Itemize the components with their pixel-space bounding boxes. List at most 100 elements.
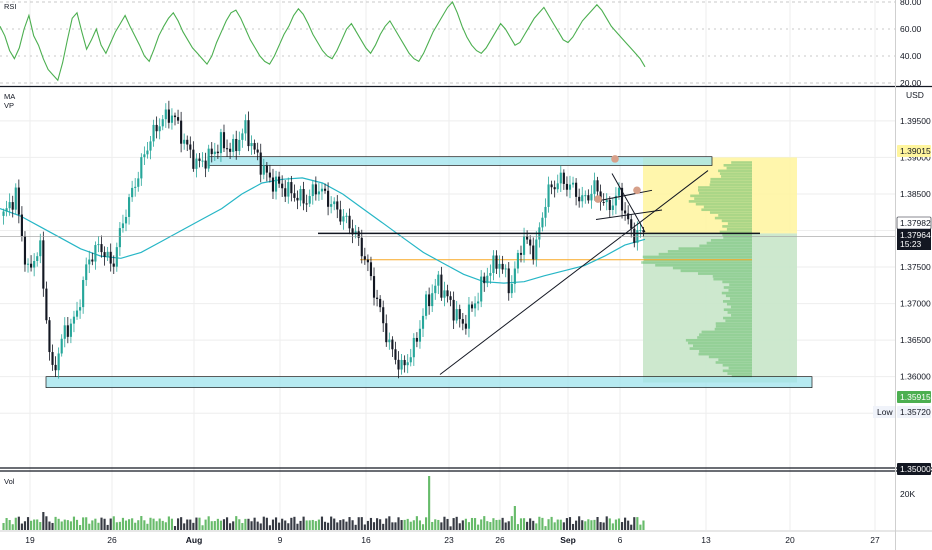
vp-bar [714, 216, 752, 220]
candle-body [345, 215, 348, 217]
volume-bar [519, 518, 523, 530]
rising-trendline[interactable] [439, 170, 709, 375]
volume-bar [51, 522, 54, 530]
time-axis[interactable]: 19 26 Aug 9 16 23 26 Sep 6 13 20 27 [25, 535, 880, 545]
volume-bar [164, 522, 167, 530]
vp-bar [723, 236, 752, 239]
volume-bar [614, 519, 617, 530]
candle-body [51, 352, 54, 365]
volume-bar [409, 521, 412, 530]
volume-bar [550, 516, 553, 530]
badge-lower-zone: 1.35915 [900, 392, 931, 402]
price-tick-label: 1.39000 [900, 152, 931, 162]
vp-bar [688, 200, 752, 203]
volume-bar [642, 520, 645, 530]
candle-body [477, 301, 480, 304]
volume-bar [391, 522, 394, 530]
volume-bar [170, 518, 174, 530]
price-pane[interactable]: MA VP [0, 92, 895, 388]
volume-bar [470, 517, 474, 530]
candle-body [633, 228, 636, 243]
vp-indicator-label[interactable]: VP [4, 101, 14, 110]
candle-body [213, 151, 216, 155]
candle-body [75, 310, 79, 317]
candle-body [336, 201, 339, 210]
vp-bar [723, 286, 752, 289]
volume-bar [327, 522, 330, 530]
badge-countdown: 15:23 [900, 239, 922, 249]
candle-body [281, 183, 284, 189]
volume-bar [2, 523, 5, 530]
volume-bar [639, 524, 642, 530]
volume-bar [281, 518, 284, 530]
volume-bar [397, 517, 400, 530]
vp-bar [721, 291, 752, 295]
volume-bar [42, 512, 45, 530]
volume-bar [360, 517, 363, 530]
candle-body [265, 165, 268, 173]
volume-bar [522, 518, 526, 530]
ma-indicator-label[interactable]: MA [4, 92, 15, 101]
candle-body [446, 290, 449, 297]
volume-bar [461, 520, 464, 530]
volume-bar [452, 518, 455, 530]
trendlines[interactable] [439, 170, 709, 375]
volume-bar [587, 519, 590, 530]
volume-pane[interactable]: Vol 20K [2, 476, 915, 530]
volume-bar [167, 516, 170, 530]
rsi-pane[interactable]: 20.00 40.00 60.00 80.00 RSI [0, 0, 922, 88]
vp-bar [714, 327, 752, 331]
candle-body [48, 320, 51, 353]
volume-bar [342, 519, 345, 530]
time-tick-label: 20 [785, 535, 795, 545]
volume-bar [115, 522, 118, 530]
volume-label: Vol [4, 477, 15, 486]
vp-bar [689, 347, 752, 350]
candle-body [118, 228, 121, 248]
candle-body [342, 216, 345, 222]
candle-body [216, 151, 219, 154]
candle-body [391, 339, 394, 350]
support-zone[interactable] [45, 376, 813, 388]
volume-bar [434, 519, 437, 530]
volume-bar [265, 517, 268, 530]
volume-bar [118, 521, 121, 530]
candle-body [608, 199, 611, 210]
candle-body [82, 280, 85, 308]
candle-body [544, 206, 547, 218]
candle-body [568, 184, 572, 190]
vp-bar [641, 261, 752, 264]
candle-body [532, 245, 535, 260]
candle-body [8, 202, 11, 209]
badge-upper-zone-bg [897, 145, 931, 157]
flag-upper-line[interactable] [595, 189, 653, 202]
price-axis[interactable]: USD 1.355001.360001.365001.370001.375001… [900, 90, 931, 418]
volume-bar [630, 524, 633, 530]
candle-body [587, 195, 590, 201]
vp-bar [722, 300, 752, 303]
volume-bar [565, 518, 568, 530]
volume-bar [274, 517, 278, 530]
volume-bar [617, 518, 621, 530]
volume-bar [330, 516, 333, 530]
volume-bar [516, 524, 520, 530]
resistance-zone[interactable] [207, 156, 713, 166]
flag-lower-line[interactable] [595, 209, 663, 221]
candle-body [425, 294, 428, 316]
volume-bar [412, 520, 415, 530]
candle-body [121, 223, 125, 229]
candle-body [437, 274, 440, 286]
candle-body [250, 143, 253, 147]
candle-body [461, 319, 464, 324]
vp-bar [726, 302, 752, 306]
vp-bar [715, 361, 752, 364]
candle-body [192, 149, 195, 169]
time-tick-label: 23 [444, 535, 454, 545]
vp-bar [678, 247, 752, 250]
flag-down-line[interactable] [611, 173, 646, 233]
candle-body [305, 203, 308, 205]
volume-bar [336, 522, 339, 530]
volume-bar [415, 516, 418, 530]
